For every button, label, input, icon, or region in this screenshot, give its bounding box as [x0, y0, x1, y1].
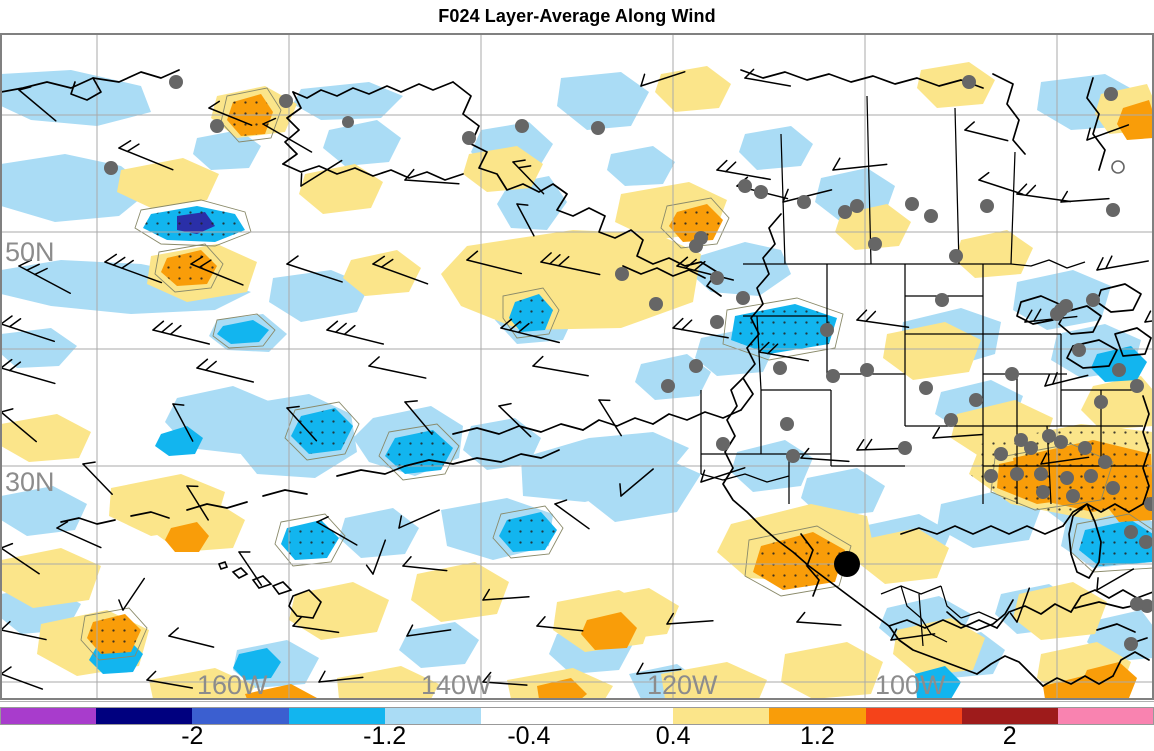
colorbar-tick-4: 1.2	[800, 722, 835, 750]
colorbar-tick-2: -0.4	[507, 722, 551, 750]
gridline-layer	[1, 34, 1153, 699]
map-panel: 50N 30N 160W 140W 120W 100W	[0, 33, 1154, 700]
colorbar-segment-pale-yellow	[673, 708, 770, 724]
colorbar-segment-white	[577, 708, 674, 724]
colorbar-segment-dark-red	[961, 708, 1058, 724]
colorbar-tick-0: -2	[181, 722, 204, 750]
colorbar-segment-white	[480, 708, 578, 724]
colorbar-segment-navy	[96, 708, 193, 724]
colorbar-tick-1: -1.2	[363, 722, 407, 750]
colorbar-segment-light-blue	[384, 708, 481, 724]
wind-barb-layer	[1, 68, 1153, 690]
contour-outline-layer	[80, 87, 1153, 661]
page-title: F024 Layer-Average Along Wind	[438, 6, 716, 26]
colorbar-segment-cyan	[288, 708, 385, 724]
colorbar[interactable]	[0, 708, 1154, 724]
colorbar-tick-labels: -2 -1.2 -0.4 0.4 1.2 2	[0, 722, 1154, 750]
station-dot-layer	[104, 75, 1153, 651]
colorbar-tick-3: 0.4	[655, 722, 691, 750]
storm-center-marker[interactable]	[834, 551, 860, 577]
colorbar-segment-orange	[769, 708, 866, 724]
colorbar-tick-5: 2	[1002, 722, 1017, 750]
hawaii-islands	[217, 561, 322, 619]
colorbar-top-rule	[0, 701, 1154, 702]
coastline-layer	[1, 69, 1153, 687]
colorbar-segment-pink	[1057, 708, 1154, 724]
map-canvas	[1, 34, 1153, 699]
colorbar-segment-blue	[192, 708, 289, 724]
colorbar-segment-red-orange	[865, 708, 962, 724]
colorbar-segment-purple	[0, 708, 97, 724]
